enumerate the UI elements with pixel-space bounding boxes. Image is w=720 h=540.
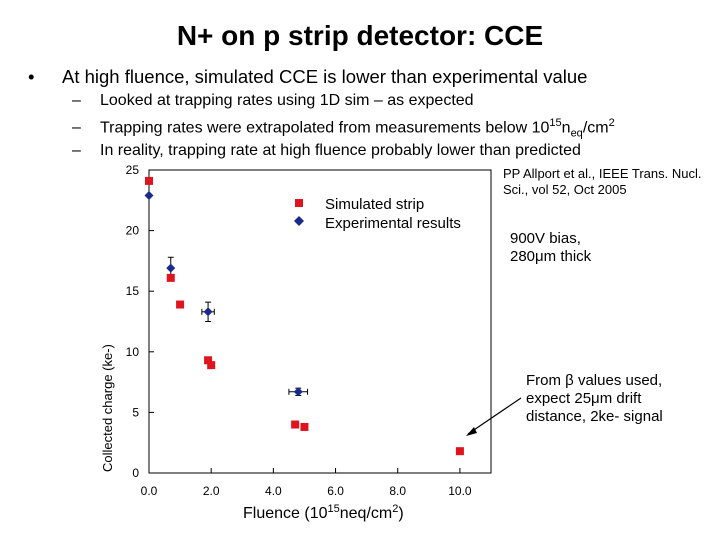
x-tick-label: 8.0 bbox=[389, 484, 406, 498]
slide-title: N+ on p strip detector: CCE bbox=[176, 20, 544, 51]
y-tick-label: 5 bbox=[132, 405, 139, 419]
sub-bullet-2-sub: eq bbox=[570, 127, 583, 140]
sub-bullet-2-sup2: 2 bbox=[608, 117, 615, 129]
plot-frame bbox=[148, 169, 492, 474]
sub-bullet-2-post: /cm bbox=[582, 119, 609, 137]
annotation-arrowhead bbox=[466, 427, 477, 436]
main-bullet: • At high fluence, simulated CCE is lower… bbox=[28, 66, 587, 88]
y-tick-label: 20 bbox=[126, 224, 140, 238]
bias-note-line-2: 280μm thick bbox=[510, 248, 592, 265]
sub-bullet-2-sup: 15 bbox=[549, 117, 562, 129]
simulated-point bbox=[176, 300, 185, 309]
x-tick-label: 6.0 bbox=[327, 484, 344, 498]
reference-note: PP Allport et al., IEEE Trans. Nucl. Sci… bbox=[503, 166, 702, 197]
simulated-point bbox=[455, 447, 464, 456]
legend-marker-experimental bbox=[294, 216, 304, 226]
x-tick-label: 2.0 bbox=[203, 484, 220, 498]
legend-marker-simulated bbox=[295, 199, 303, 207]
y-tick-label: 0 bbox=[132, 466, 139, 480]
sub-bullet-3: – In reality, trapping rate at high fluen… bbox=[72, 142, 581, 159]
y-tick-label: 25 bbox=[126, 163, 140, 177]
bullet-dot: • bbox=[28, 66, 35, 87]
bias-note-line-1: 900V bias, bbox=[510, 230, 581, 247]
sub-bullet-1: – Looked at trapping rates using 1D sim –… bbox=[72, 92, 474, 109]
y-tick-label: 10 bbox=[126, 345, 140, 359]
sub-bullet-2-pre: Trapping rates were extrapolated from me… bbox=[100, 119, 550, 137]
y-axis-label: Collected charge (ke-) bbox=[100, 344, 115, 472]
experimental-point bbox=[166, 263, 176, 273]
experimental-point bbox=[144, 190, 154, 200]
simulated-point bbox=[145, 176, 153, 185]
x-tick-label: 0.0 bbox=[141, 484, 158, 498]
annotation-arrow bbox=[467, 397, 522, 435]
beta-note-line-2: expect 25μm drift bbox=[526, 390, 642, 407]
simulated-point bbox=[291, 420, 300, 429]
sub-bullet-3-text: In reality, trapping rate at high fluenc… bbox=[100, 142, 581, 159]
sub-bullet-1-text: Looked at trapping rates using 1D sim – … bbox=[100, 92, 474, 109]
x-axis-label: Fluence (1015neq/cm2) bbox=[243, 503, 404, 522]
main-bullet-text: At high fluence, simulated CCE is lower … bbox=[62, 66, 588, 87]
beta-note-line-3: distance, 2ke- signal bbox=[526, 408, 663, 425]
simulated-point bbox=[300, 422, 309, 431]
x-tick-label: 10.0 bbox=[448, 484, 472, 498]
bias-note: 900V bias, 280μm thick bbox=[510, 230, 591, 266]
simulated-point bbox=[166, 273, 175, 282]
simulated-point bbox=[207, 361, 216, 370]
experimental-point bbox=[203, 307, 213, 317]
x-tick-label: 4.0 bbox=[265, 484, 282, 498]
y-tick-label: 15 bbox=[126, 284, 140, 298]
legend-label-simulated: Simulated strip bbox=[325, 196, 424, 213]
legend-label-experimental: Experimental results bbox=[325, 215, 461, 232]
simulated-point bbox=[204, 356, 213, 365]
sub-bullet-2-mid: n bbox=[561, 119, 571, 137]
beta-note-line-1: From β values used, bbox=[526, 372, 663, 389]
beta-note: From β values used, expect 25μm drift di… bbox=[526, 372, 716, 426]
sub-bullet-2: – Trapping rates were extrapolated from m… bbox=[72, 117, 615, 140]
experimental-point bbox=[293, 387, 303, 397]
